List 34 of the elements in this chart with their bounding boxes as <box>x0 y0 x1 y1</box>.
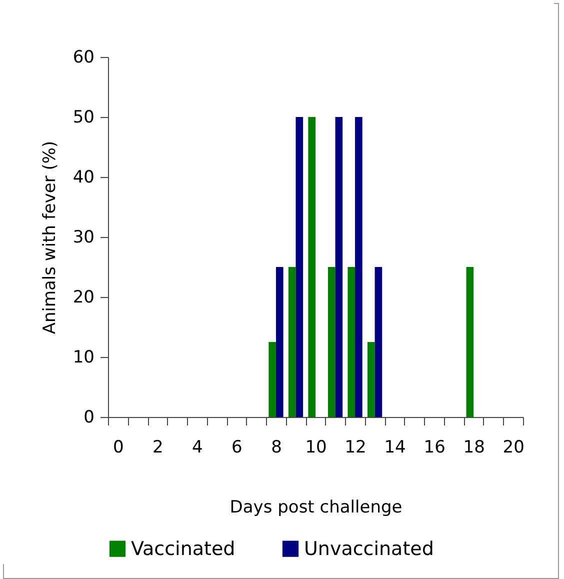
bar <box>276 267 284 417</box>
x-tick-label: 4 <box>192 438 203 458</box>
y-tick-label: 10 <box>72 348 94 368</box>
bar <box>328 267 336 417</box>
bar <box>296 117 304 417</box>
bar <box>466 267 474 417</box>
x-tick-label: 10 <box>305 438 327 458</box>
x-tick-label: 8 <box>271 438 282 458</box>
x-axis-title: Days post challenge <box>230 498 402 518</box>
y-tick-label: 60 <box>72 48 94 68</box>
y-axis-title: Animals with fever (%) <box>40 140 60 334</box>
x-tick-label: 14 <box>384 438 406 458</box>
x-tick-label: 16 <box>424 438 446 458</box>
y-tick-label: 30 <box>72 228 94 248</box>
bar <box>374 267 382 417</box>
x-tick-label: 2 <box>152 438 164 458</box>
bar <box>308 117 316 417</box>
y-tick-label: 50 <box>72 108 94 128</box>
bar <box>348 267 356 417</box>
bar <box>355 117 362 417</box>
x-tick-label: 6 <box>232 438 242 458</box>
y-tick-label: 20 <box>72 288 94 308</box>
y-tick-label: 40 <box>72 168 94 188</box>
x-tick-label: 0 <box>112 438 124 458</box>
bar <box>367 342 375 417</box>
x-tick-label: 12 <box>344 438 366 458</box>
bar <box>335 117 343 417</box>
bar <box>288 267 296 417</box>
legend-label: Vaccinated <box>131 538 236 560</box>
y-tick-label: 0 <box>84 408 94 428</box>
bar <box>268 342 276 417</box>
x-tick-label: 20 <box>502 438 524 458</box>
legend-label: Unvaccinated <box>304 538 434 560</box>
x-tick-label: 18 <box>463 438 485 458</box>
